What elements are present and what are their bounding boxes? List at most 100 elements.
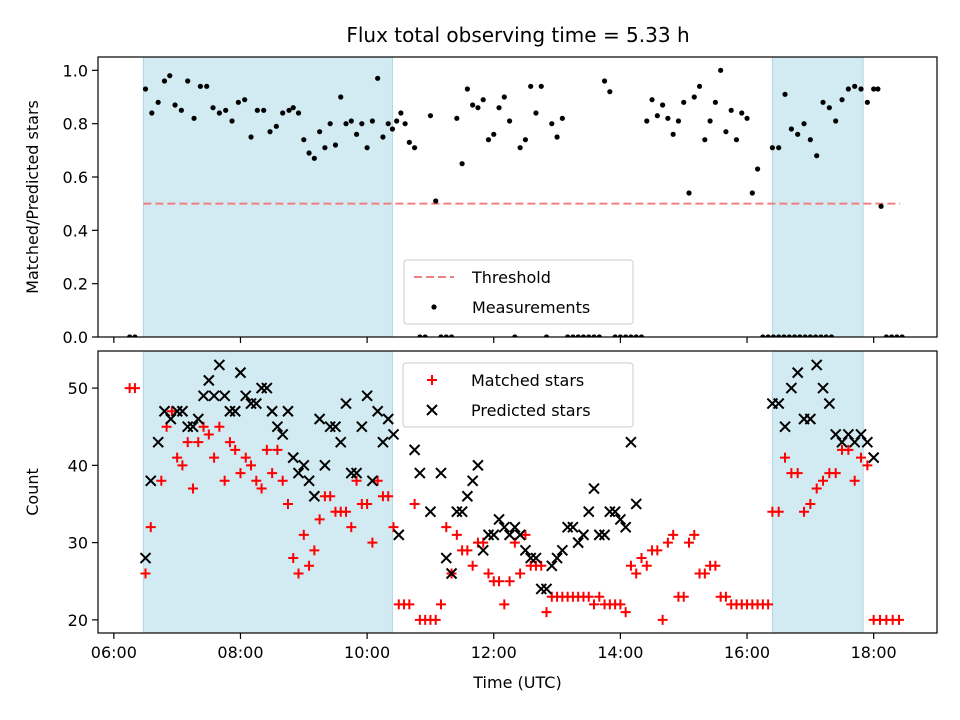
matched-star-point-125 — [799, 506, 810, 517]
predicted-star-point-59 — [477, 544, 489, 557]
predicted-star-point-61 — [488, 529, 500, 541]
measurement-point-113 — [744, 115, 750, 121]
predicted-star-point-48 — [408, 444, 421, 456]
predicted-star-point-13 — [213, 359, 226, 371]
matched-star-point-25 — [267, 468, 278, 479]
predicted-star-point-64 — [503, 529, 516, 541]
predicted-star-point-73 — [551, 552, 563, 564]
matched-star-point-119 — [763, 599, 774, 610]
predicted-star-point-40 — [356, 421, 368, 433]
matched-star-point-85 — [583, 591, 594, 602]
matched-star-point-133 — [849, 475, 860, 486]
matched-star-point-126 — [805, 498, 816, 509]
measurement-point-130 — [769, 145, 775, 151]
legend-matched-swatch — [427, 375, 437, 385]
x-tick-label-0: 06:00 — [91, 643, 137, 662]
measurement-point-7 — [172, 102, 178, 108]
measurement-point-93 — [638, 334, 645, 337]
measurement-point-98 — [665, 115, 671, 121]
measurement-point-146 — [871, 86, 877, 92]
measurement-point-36 — [343, 121, 349, 127]
matched-star-point-130 — [830, 468, 841, 479]
predicted-star-point-93 — [791, 366, 804, 379]
measurement-point-22 — [267, 129, 273, 135]
matched-star-point-107 — [699, 568, 710, 579]
measurement-point-65 — [491, 131, 497, 137]
predicted-star-point-66 — [514, 529, 526, 541]
legend-predicted-swatch — [426, 404, 438, 416]
predicted-star-point-46 — [387, 428, 400, 441]
x-tick-label-2: 10:00 — [344, 643, 390, 662]
matched-star-point-32 — [304, 560, 315, 571]
measurement-point-54 — [433, 198, 439, 204]
measurement-point-118 — [770, 334, 777, 337]
matched-star-point-92 — [620, 607, 631, 618]
measurement-point-4 — [155, 99, 161, 105]
matched-star-point-34 — [314, 514, 325, 525]
measurement-point-24 — [280, 110, 286, 116]
measurement-point-84 — [591, 334, 597, 337]
predicted-star-point-80 — [588, 482, 600, 495]
matched-star-point-96 — [641, 560, 652, 571]
measurement-point-86 — [601, 78, 608, 84]
measurement-point-61 — [470, 102, 476, 108]
measurement-point-125 — [807, 334, 813, 337]
predicted-star-point-41 — [361, 390, 373, 402]
matched-star-point-36 — [325, 491, 336, 502]
measurement-point-94 — [644, 118, 650, 124]
measurement-point-27 — [295, 110, 302, 116]
matched-star-point-44 — [367, 537, 378, 548]
y-tick-label-3: 0.6 — [63, 168, 88, 187]
predicted-star-point-39 — [350, 467, 363, 479]
measurement-point-145 — [864, 99, 870, 105]
y-tick-label-5: 1.0 — [63, 61, 88, 80]
predicted-star-point-10 — [197, 390, 210, 402]
x-axis-label: Time (UTC) — [472, 673, 561, 692]
predicted-star-point-1 — [145, 475, 157, 487]
plot-frame — [97, 56, 938, 338]
measurement-point-28 — [301, 137, 307, 143]
predicted-star-point-42 — [366, 475, 379, 487]
matched-star-point-26 — [272, 444, 283, 455]
measurement-point-81 — [575, 334, 581, 337]
measurement-point-110 — [728, 107, 734, 113]
predicted-star-point-57 — [466, 475, 479, 487]
measurement-point-64 — [485, 137, 492, 143]
measurement-point-91 — [628, 334, 634, 337]
measurement-point-74 — [538, 83, 544, 89]
matched-star-point-33 — [309, 545, 320, 556]
measurement-point-79 — [565, 334, 571, 337]
measurement-point-151 — [894, 334, 900, 337]
predicted-star-point-16 — [229, 405, 241, 417]
y-tick-label-0: 20 — [68, 611, 88, 630]
legend-label-1: Measurements — [472, 298, 590, 317]
measurement-point-35 — [338, 94, 344, 100]
y-tick-label-2: 0.4 — [63, 221, 88, 240]
predicted-star-point-58 — [472, 459, 484, 472]
matched-star-point-111 — [720, 591, 731, 602]
measurement-point-97 — [660, 102, 666, 108]
measurement-point-141 — [839, 97, 845, 103]
measurement-point-17 — [235, 99, 241, 105]
measurement-point-140 — [833, 118, 839, 124]
predicted-star-point-24 — [271, 421, 284, 433]
measurement-point-0 — [127, 334, 133, 337]
star-count-panel: 20 30 40 50 06:00 08:00 10:00 12:00 14:00 16:00 18… — [23, 350, 938, 692]
measurement-point-70 — [517, 145, 523, 151]
y-tick-label-1: 0.2 — [63, 275, 88, 294]
predicted-star-point-95 — [804, 413, 817, 425]
measurement-point-83 — [586, 334, 592, 337]
matched-star-point-15 — [214, 421, 225, 432]
measurement-point-147 — [875, 86, 881, 92]
measurement-point-62 — [475, 105, 481, 111]
matched-star-point-68 — [494, 576, 505, 587]
measurement-point-13 — [210, 105, 216, 111]
shaded-interval-0 — [142, 56, 393, 338]
measurement-point-106 — [707, 118, 713, 124]
predicted-star-point-17 — [234, 366, 247, 379]
measurement-point-115 — [754, 166, 761, 172]
matched-star-point-1 — [129, 383, 140, 394]
predicted-star-point-45 — [382, 413, 394, 425]
predicted-star-point-8 — [187, 421, 199, 433]
predicted-star-point-56 — [461, 490, 474, 502]
